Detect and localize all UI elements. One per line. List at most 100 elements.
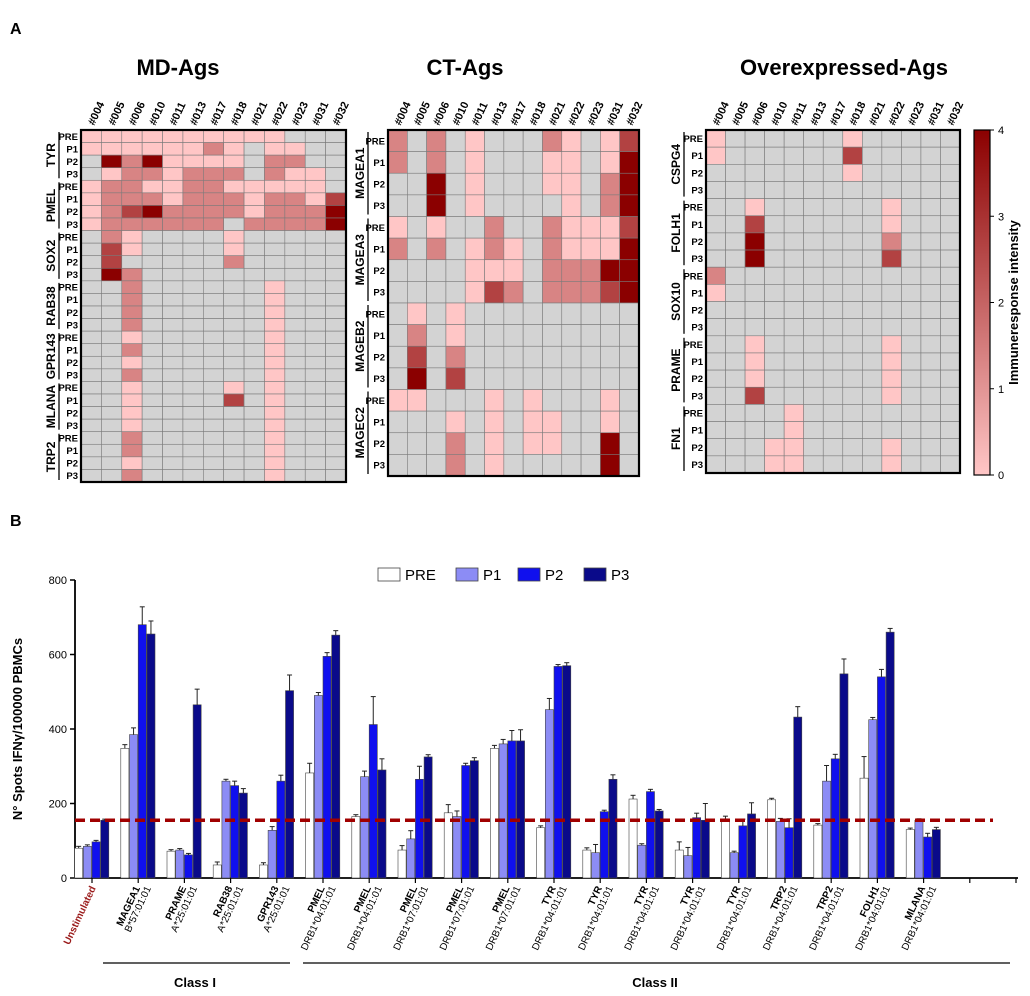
heatmap-cell: [264, 305, 286, 319]
heatmap-cell: [881, 129, 902, 148]
heatmap-cell: [182, 142, 204, 156]
heatmap-cell: [822, 266, 844, 285]
heatmap-cell: [822, 318, 844, 337]
heatmap-cell: [705, 369, 726, 388]
heatmap-cell: [101, 192, 123, 206]
heatmap-cell: [223, 179, 245, 194]
heatmap-cell: [842, 318, 863, 337]
heatmap-cell: [325, 355, 347, 370]
heatmap-cell: [881, 284, 902, 302]
heatmap-antigen-label: CSPG4: [669, 144, 683, 185]
heatmap-cell: [522, 454, 543, 477]
heatmap-cell: [80, 267, 102, 282]
heatmap-cell: [243, 293, 265, 307]
heatmap-cell: [101, 393, 123, 407]
heatmap-cell: [264, 330, 286, 345]
heatmap-cell: [705, 146, 726, 165]
heatmap-cell: [182, 293, 204, 307]
heatmap-cell: [141, 255, 163, 269]
heatmap-cell: [783, 215, 804, 234]
bar: [674, 849, 684, 879]
heatmap-cell: [561, 129, 582, 152]
heatmap-cell: [284, 406, 306, 420]
heatmap-cell: [264, 318, 286, 332]
heatmap-cell: [764, 266, 785, 285]
heatmap-cell: [325, 167, 347, 181]
heatmap-cell: [426, 454, 447, 477]
heatmap-cell: [162, 330, 184, 345]
heatmap-row-label: P2: [66, 258, 78, 269]
heatmap-cell: [101, 293, 123, 307]
heatmap-cell: [80, 368, 102, 382]
heatmap-cell: [264, 242, 286, 257]
heatmap-cell: [223, 343, 245, 357]
heatmap-cell: [580, 302, 601, 325]
heatmap-cell: [744, 232, 765, 251]
heatmap-cell: [203, 179, 224, 194]
heatmap-cell: [243, 443, 265, 458]
heatmap-cell: [387, 237, 408, 261]
heatmap-cell: [264, 267, 286, 282]
heatmap-cell: [464, 216, 485, 239]
heatmap-cell: [264, 230, 286, 244]
bar: [313, 695, 323, 879]
heatmap-cell: [121, 154, 143, 169]
bar: [368, 724, 378, 879]
heatmap-cell: [121, 343, 143, 357]
heatmap-cell: [325, 431, 347, 445]
heatmap-cell: [725, 318, 746, 337]
heatmap-cell: [705, 301, 726, 319]
bar-chart: 0 200 400 600 800 N° Spots IFNγ/100000 PBMCs U…: [10, 567, 1018, 990]
heatmap-cell: [264, 142, 286, 156]
heatmap-cell: [445, 302, 466, 325]
heatmap-cell: [264, 393, 286, 407]
heatmap-cell: [223, 142, 245, 156]
heatmap-cell: [203, 154, 224, 169]
heatmap-cell: [901, 249, 922, 268]
heatmap-column-label: #013: [808, 100, 829, 127]
heatmap-cell: [803, 232, 824, 251]
heatmap-cell: [304, 242, 326, 257]
heatmap-cell: [940, 146, 961, 165]
heatmap-cell: [822, 129, 844, 148]
heatmap-cell: [940, 198, 961, 217]
heatmap-cell: [783, 181, 804, 199]
heatmap-column-label: #011: [789, 101, 810, 128]
heatmap-cell: [464, 389, 485, 412]
heatmap-cell: [725, 129, 746, 148]
heatmap-cell: [822, 164, 844, 182]
heatmap-cell: [901, 181, 922, 199]
heatmap-cell: [243, 267, 265, 282]
panel-a-label: A: [10, 21, 22, 38]
heatmap-row-label: PRE: [683, 271, 703, 282]
heatmap-cell: [744, 455, 765, 474]
heatmap-cell: [920, 164, 941, 182]
heatmap-cell: [920, 284, 941, 302]
heatmap-cell: [744, 421, 765, 439]
heatmap-cell: [822, 352, 844, 371]
heatmap-cell: [803, 455, 824, 474]
heatmap-cell: [426, 367, 447, 390]
heatmap-cell: [842, 335, 863, 354]
heatmap-cell: [783, 198, 804, 217]
heatmap-cell: [484, 367, 505, 390]
heatmap-cell: [822, 301, 844, 319]
heatmap-column-label: #021: [249, 100, 270, 127]
heatmap-cell: [284, 330, 306, 345]
heatmap-cell: [80, 192, 102, 206]
heatmap-cell: [284, 142, 306, 156]
heatmap-cell: [503, 324, 524, 347]
heatmap-cell: [264, 355, 286, 370]
heatmap-cell: [203, 293, 224, 307]
heatmap-cell: [803, 198, 824, 217]
heatmap-cell: [182, 129, 204, 143]
heatmap-cell: [304, 280, 326, 294]
bar: [100, 819, 110, 879]
heatmap-cell: [284, 293, 306, 307]
y-tick-label: 0: [61, 873, 67, 885]
heatmap-row-label: P3: [691, 391, 703, 402]
heatmap-cell: [542, 345, 563, 369]
heatmap-cell: [503, 237, 524, 261]
heatmap-cell: [901, 164, 922, 182]
heatmap-cell: [725, 335, 746, 354]
